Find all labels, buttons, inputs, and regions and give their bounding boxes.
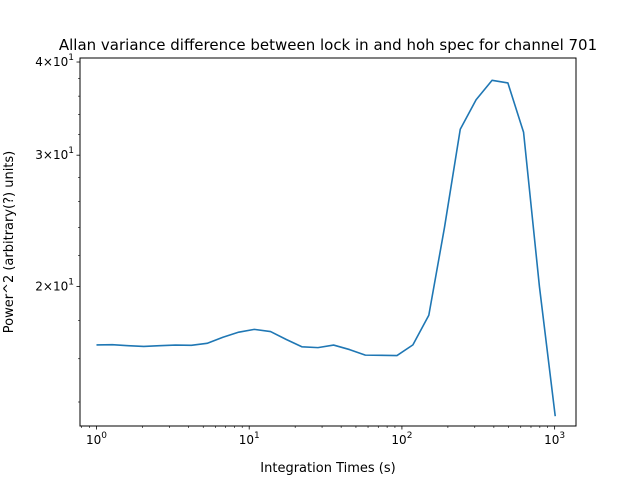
x-axis-label: Integration Times (s) [260, 461, 395, 476]
x-tick-label: 100 [86, 431, 107, 447]
y-axis-label: Power^2 (arbitrary(?) units) [2, 151, 17, 334]
chart-title: Allan variance difference between lock i… [59, 36, 597, 54]
series-line [96, 79, 557, 417]
axis-ticks: 100 101 102 103 2×101 3×101 4×101 [35, 53, 565, 447]
y-tick-label: 4×101 [35, 53, 74, 69]
axes-frame [79, 57, 577, 427]
x-tick-label: 103 [544, 431, 565, 447]
x-tick-label: 101 [239, 431, 260, 447]
y-tick-label: 3×101 [35, 146, 74, 162]
y-tick-label: 2×101 [35, 277, 74, 293]
x-tick-label: 102 [391, 431, 412, 447]
plot-area [96, 79, 557, 417]
